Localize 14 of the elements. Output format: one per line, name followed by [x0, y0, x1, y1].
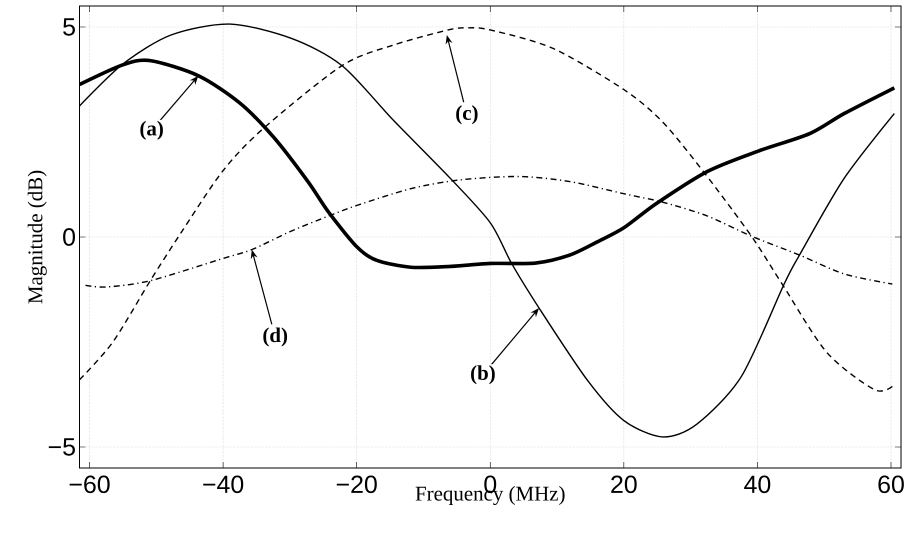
y-tick-label: 5: [63, 18, 75, 36]
y-axis-title: Magnitude (dB): [28, 170, 47, 304]
x-tick-label: 20: [611, 476, 637, 494]
x-tick-label: −20: [336, 476, 377, 494]
annotation: (c): [456, 105, 478, 124]
x-tick-label: −40: [203, 476, 244, 494]
y-tick-label: 0: [63, 228, 75, 246]
annotation: (a): [140, 120, 163, 140]
x-tick-label: 40: [744, 476, 770, 494]
annotation: (d): [263, 327, 288, 346]
annotation: (b): [471, 365, 495, 384]
x-tick-label: −60: [70, 476, 110, 494]
y-tick-label: −5: [48, 438, 75, 456]
x-tick-label: 60: [878, 476, 904, 494]
